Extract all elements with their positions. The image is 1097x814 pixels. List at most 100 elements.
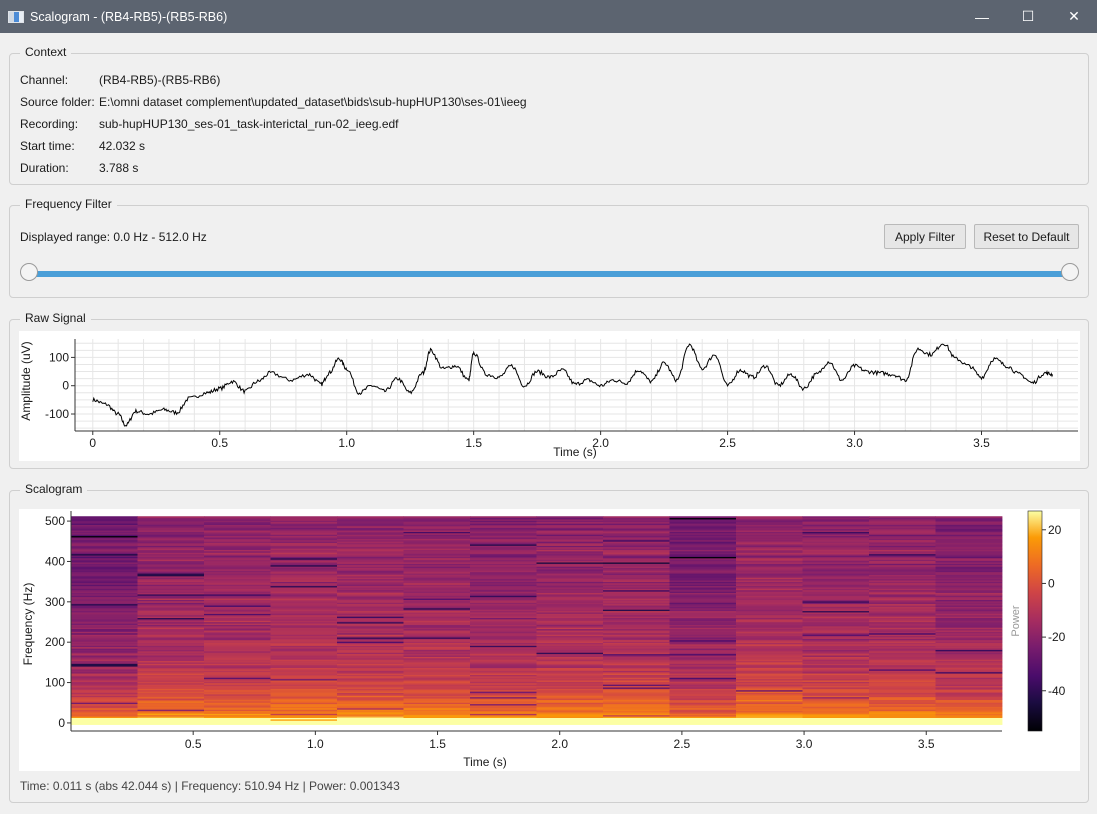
heatmap-cell (669, 523, 737, 525)
heatmap-cell (337, 687, 404, 689)
frequency-range-slider-track[interactable] (29, 271, 1070, 277)
heatmap-cell (536, 714, 604, 717)
heatmap-cell (204, 698, 271, 700)
heatmap-cell (71, 691, 138, 693)
heatmap-cell (869, 648, 936, 650)
heatmap-cell (603, 644, 670, 646)
heatmap-cell (270, 705, 338, 707)
heatmap-cell (669, 670, 737, 673)
heatmap-cell (736, 681, 803, 684)
heatmap-cell (603, 544, 670, 546)
heatmap-cell (71, 685, 138, 688)
heatmap-cell (403, 666, 471, 669)
heatmap-cell (137, 599, 205, 602)
heatmap-cell (470, 642, 537, 645)
heatmap-cell (470, 619, 537, 621)
heatmap-cell (137, 600, 205, 603)
heatmap-cell (270, 609, 338, 612)
heatmap-cell (536, 700, 604, 703)
heatmap-cell (270, 630, 338, 632)
heatmap-cell (869, 717, 936, 720)
heatmap-cell (736, 614, 803, 617)
heatmap-cell (802, 620, 870, 623)
close-button[interactable]: ✕ (1051, 0, 1097, 33)
heatmap-cell (669, 709, 737, 712)
heatmap-cell (669, 592, 737, 595)
heatmap-cell (270, 538, 338, 541)
heatmap-cell (802, 612, 870, 614)
heatmap-cell (536, 598, 604, 600)
heatmap-cell (603, 598, 670, 600)
heatmap-cell (603, 552, 670, 555)
heatmap-cell (869, 560, 936, 563)
heatmap-cell (536, 519, 604, 521)
heatmap-cell (869, 675, 936, 678)
heatmap-cell (935, 634, 1003, 637)
heatmap-cell (669, 606, 737, 609)
heatmap-cell (270, 596, 338, 599)
heatmap-cell (536, 552, 604, 555)
heatmap-cell (669, 655, 737, 657)
heatmap-cell (802, 613, 870, 616)
heatmap-cell (71, 709, 138, 712)
heatmap-cell (270, 592, 338, 595)
heatmap-cell (869, 696, 936, 699)
heatmap-cell (204, 542, 271, 545)
heatmap-cell (403, 519, 471, 521)
heatmap-cell (669, 541, 737, 544)
scalogram-plot[interactable]: 0.5 1.0 1.5 2.0 2.5 3.0 3.5 0 100 200 300 400 500 Ti… (19, 509, 1080, 771)
heatmap-cell (137, 610, 205, 613)
heatmap-cell (470, 650, 537, 653)
heatmap-cell (736, 691, 803, 693)
heatmap-cell (669, 544, 737, 546)
heatmap-cell (71, 589, 138, 592)
heatmap-cell (270, 550, 338, 553)
heatmap-cell (204, 703, 271, 706)
heatmap-cell (71, 573, 138, 575)
heatmap-cell (137, 520, 205, 523)
heatmap-cell (403, 652, 471, 655)
heatmap-cell (403, 649, 471, 652)
heatmap-cell (869, 574, 936, 577)
heatmap-cell (935, 705, 1003, 707)
heatmap-cell (802, 562, 870, 564)
heatmap-cell (337, 702, 404, 705)
heatmap-cell (869, 652, 936, 655)
heatmap-cell (802, 673, 870, 675)
slider-low-handle[interactable] (20, 263, 38, 281)
heatmap-cell (403, 669, 471, 671)
heatmap-cell (403, 616, 471, 619)
heatmap-cell (71, 588, 138, 591)
heatmap-cell (137, 712, 205, 714)
heatmap-cell (337, 685, 404, 688)
heatmap-cell (270, 520, 338, 523)
heatmap-cell (204, 620, 271, 623)
heatmap-cell (204, 545, 271, 548)
heatmap-cell (204, 563, 271, 566)
heatmap-cell (935, 713, 1003, 716)
heatmap-cell (869, 606, 936, 609)
slider-high-handle[interactable] (1061, 263, 1079, 281)
raw-signal-plot[interactable]: 0 0.5 1.0 1.5 2.0 2.5 3.0 3.5 100 0 -100 Time (s) … (19, 331, 1080, 461)
heatmap-cell (470, 713, 537, 716)
maximize-button[interactable]: ☐ (1005, 0, 1051, 33)
heatmap-cell (137, 721, 205, 724)
minimize-button[interactable]: — (959, 0, 1005, 33)
heatmap-cell (137, 524, 205, 527)
heatmap-cell (736, 689, 803, 692)
heatmap-cell (337, 587, 404, 589)
heatmap-cell (603, 527, 670, 530)
heatmap-cell (669, 723, 737, 725)
heatmap-cell (204, 684, 271, 687)
raw-x-axis-label: Time (s) (553, 445, 597, 459)
heatmap-cell (802, 674, 870, 677)
heatmap-cell (935, 666, 1003, 669)
heatmap-cell (204, 550, 271, 553)
heatmap-cell (736, 553, 803, 556)
heatmap-cell (71, 578, 138, 581)
reset-to-default-button[interactable]: Reset to Default (974, 224, 1079, 249)
heatmap-cell (71, 705, 138, 707)
heatmap-cell (337, 653, 404, 656)
apply-filter-button[interactable]: Apply Filter (884, 224, 966, 249)
heatmap-cell (137, 634, 205, 637)
